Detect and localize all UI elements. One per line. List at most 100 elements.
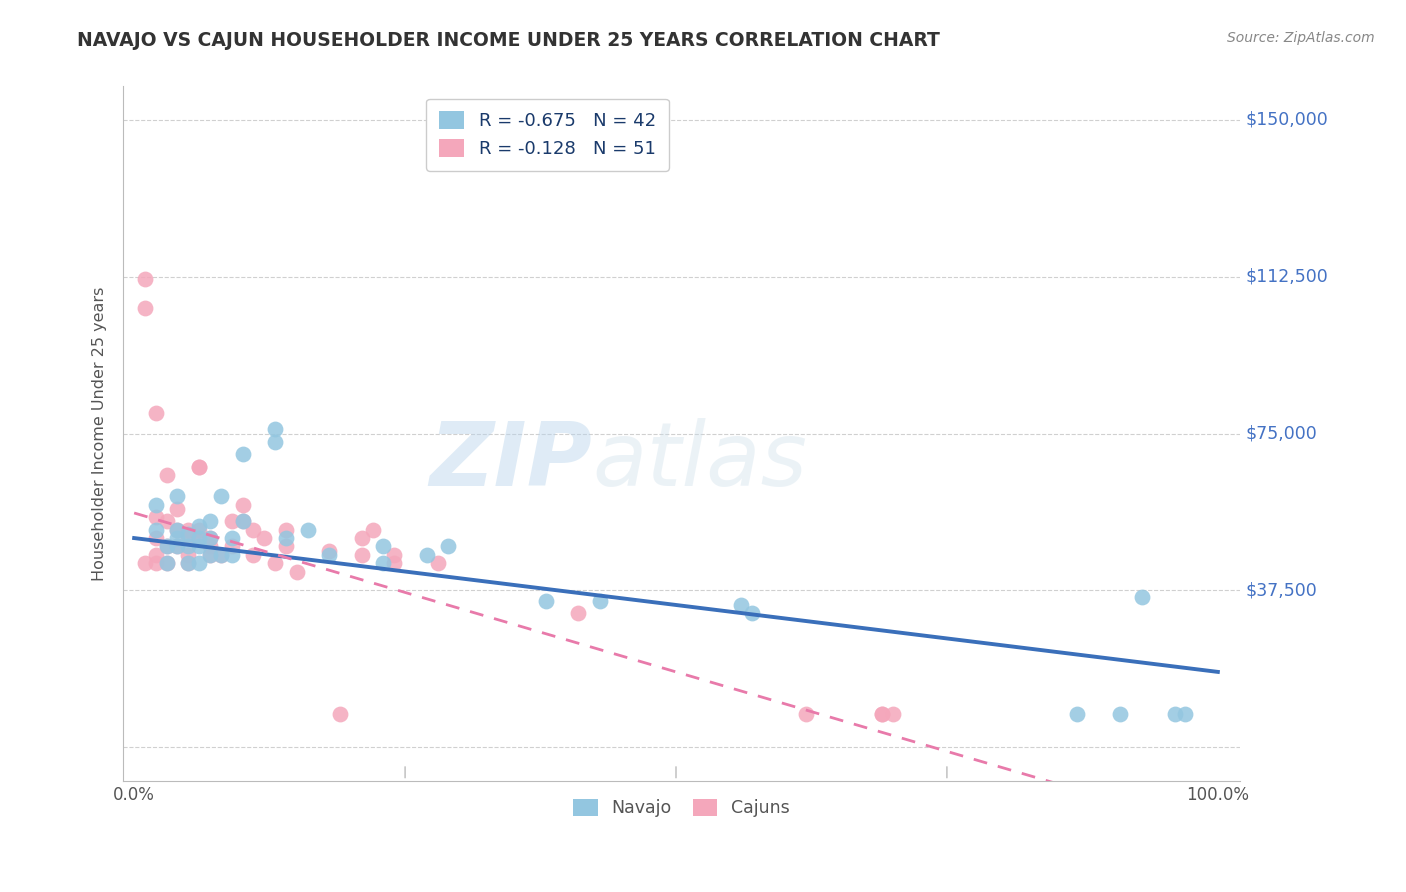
Point [416, 548, 439, 562]
Point [156, 540, 179, 554]
Point [730, 598, 752, 612]
Legend: Navajo, Cajuns: Navajo, Cajuns [567, 792, 796, 824]
Point [297, 523, 319, 537]
Point [253, 531, 276, 545]
Point [166, 523, 188, 537]
Point [177, 527, 200, 541]
Point [221, 548, 243, 562]
Point [589, 594, 612, 608]
Point [188, 556, 211, 570]
Point [285, 565, 308, 579]
Point [166, 523, 188, 537]
Point [1130, 590, 1153, 604]
Point [382, 556, 405, 570]
Point [350, 531, 373, 545]
Point [264, 434, 287, 449]
Point [188, 523, 211, 537]
Point [221, 531, 243, 545]
Point [567, 607, 589, 621]
Point [177, 548, 200, 562]
Point [221, 514, 243, 528]
Point [156, 556, 179, 570]
Point [870, 706, 893, 721]
Point [166, 501, 188, 516]
Point [166, 531, 188, 545]
Point [134, 301, 156, 315]
Point [242, 523, 264, 537]
Point [426, 556, 449, 570]
Point [145, 531, 167, 545]
Point [350, 548, 373, 562]
Point [134, 272, 156, 286]
Point [177, 556, 200, 570]
Point [318, 543, 340, 558]
Point [231, 447, 253, 461]
Point [231, 514, 253, 528]
Point [318, 548, 340, 562]
Point [329, 706, 352, 721]
Text: Source: ZipAtlas.com: Source: ZipAtlas.com [1227, 31, 1375, 45]
Point [221, 540, 243, 554]
Point [198, 548, 221, 562]
Point [198, 540, 221, 554]
Point [145, 510, 167, 524]
Point [198, 531, 221, 545]
Point [231, 514, 253, 528]
Point [177, 556, 200, 570]
Point [145, 548, 167, 562]
Point [373, 556, 395, 570]
Point [145, 523, 167, 537]
Point [209, 548, 232, 562]
Point [177, 523, 200, 537]
Point [882, 706, 904, 721]
Point [177, 540, 200, 554]
Point [373, 540, 395, 554]
Point [188, 531, 211, 545]
Point [361, 523, 384, 537]
Point [209, 548, 232, 562]
Point [437, 540, 460, 554]
Point [188, 540, 211, 554]
Text: $112,500: $112,500 [1246, 268, 1327, 285]
Point [198, 531, 221, 545]
Point [145, 556, 167, 570]
Point [1066, 706, 1088, 721]
Point [382, 548, 405, 562]
Point [794, 706, 817, 721]
Point [145, 498, 167, 512]
Point [242, 548, 264, 562]
Y-axis label: Householder Income Under 25 years: Householder Income Under 25 years [93, 286, 107, 581]
Point [145, 406, 167, 420]
Point [166, 540, 188, 554]
Point [1163, 706, 1185, 721]
Point [156, 514, 179, 528]
Point [264, 556, 287, 570]
Text: ZIP: ZIP [429, 417, 592, 505]
Point [177, 531, 200, 545]
Point [156, 540, 179, 554]
Text: $150,000: $150,000 [1246, 111, 1327, 128]
Point [231, 498, 253, 512]
Point [274, 531, 297, 545]
Text: NAVAJO VS CAJUN HOUSEHOLDER INCOME UNDER 25 YEARS CORRELATION CHART: NAVAJO VS CAJUN HOUSEHOLDER INCOME UNDER… [77, 31, 941, 50]
Point [870, 706, 893, 721]
Point [166, 540, 188, 554]
Point [741, 607, 763, 621]
Point [198, 514, 221, 528]
Text: $37,500: $37,500 [1246, 582, 1317, 599]
Point [156, 556, 179, 570]
Point [264, 422, 287, 436]
Point [156, 468, 179, 483]
Text: $75,000: $75,000 [1246, 425, 1317, 442]
Point [166, 489, 188, 503]
Point [188, 460, 211, 475]
Point [188, 531, 211, 545]
Point [274, 540, 297, 554]
Point [534, 594, 557, 608]
Point [198, 548, 221, 562]
Point [274, 523, 297, 537]
Point [1109, 706, 1132, 721]
Point [188, 460, 211, 475]
Point [209, 489, 232, 503]
Point [1174, 706, 1197, 721]
